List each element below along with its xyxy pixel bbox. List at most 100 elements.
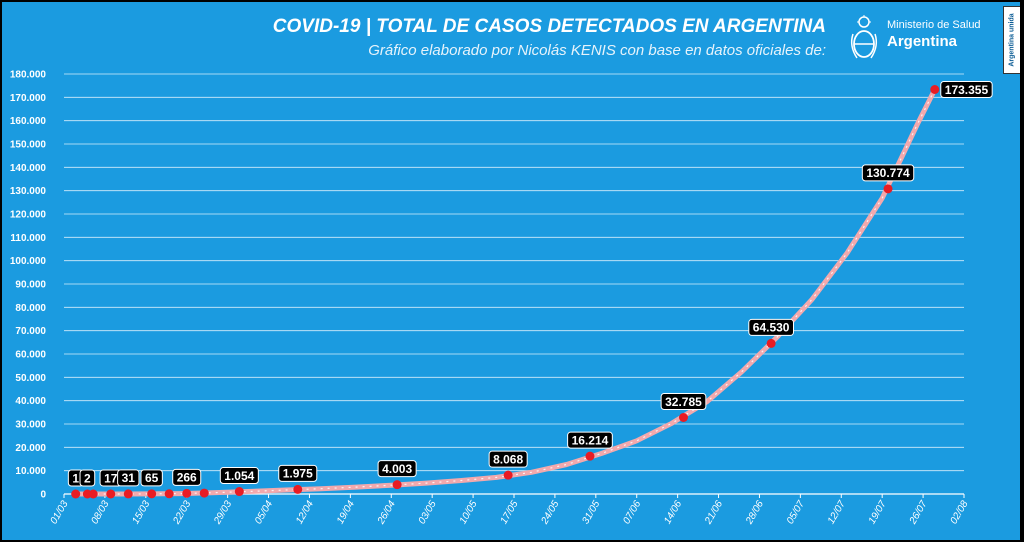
series-dots	[75, 89, 936, 495]
data-label: 266	[172, 468, 202, 486]
coat-of-arms-icon	[850, 15, 878, 59]
country-name: Argentina	[887, 33, 958, 50]
y-tick-label: 160.000	[10, 116, 47, 127]
data-label-box	[660, 393, 707, 411]
y-tick-label: 80.000	[15, 303, 46, 314]
y-tick-label: 130.000	[10, 186, 47, 197]
data-label-box	[79, 469, 96, 487]
data-point	[164, 489, 174, 499]
y-tick-label: 30.000	[15, 420, 46, 431]
data-point	[766, 338, 776, 348]
y-axis-ticks: 0 10.000 20.000 30.000 40.000 50.000 60.000 70.…	[10, 70, 47, 501]
y-tick-label: 0	[40, 490, 46, 501]
data-label-text: 1	[72, 471, 79, 485]
data-label: 17	[99, 469, 122, 487]
data-label-text: 32.785	[665, 395, 702, 409]
data-point	[585, 451, 595, 461]
data-label-box	[117, 469, 140, 487]
data-label-box	[278, 464, 318, 482]
y-tick-label: 90.000	[15, 280, 46, 291]
data-label-text: 266	[177, 471, 197, 485]
data-point	[678, 413, 688, 423]
data-label-text: 1.054	[224, 469, 254, 483]
data-label-box	[377, 460, 417, 478]
data-label-text: 173.355	[945, 83, 989, 97]
data-label-box	[567, 431, 613, 449]
data-point	[930, 85, 940, 95]
x-tick-label: 19/04	[335, 499, 357, 527]
data-label: 173.355	[940, 81, 993, 99]
data-label-box	[219, 467, 259, 485]
x-tick-label: 26/07	[907, 499, 930, 527]
data-point	[182, 488, 192, 498]
data-label-box	[748, 318, 794, 336]
data-label-text: 64.530	[753, 321, 790, 335]
x-tick-label: 31/05	[580, 499, 602, 527]
data-label: 31	[117, 469, 140, 487]
x-tick-label: 22/03	[171, 499, 194, 527]
chart-title: COVID-19 | TOTAL DE CASOS DETECTADOS EN …	[272, 16, 826, 37]
data-label: 1.975	[278, 464, 318, 482]
data-point	[106, 489, 116, 499]
data-label-box	[488, 450, 528, 468]
y-tick-label: 140.000	[10, 163, 47, 174]
data-label-box	[861, 164, 915, 182]
data-point	[199, 488, 209, 498]
data-point	[503, 470, 513, 480]
x-tick-label: 01/03	[49, 499, 71, 527]
x-tick-label: 24/05	[539, 499, 562, 527]
series-line	[75, 88, 938, 497]
x-tick-label: 28/06	[744, 499, 767, 527]
data-label-text: 16.214	[572, 433, 609, 447]
data-label: 32.785	[660, 393, 707, 411]
x-tick-label: 05/07	[785, 499, 807, 527]
x-tick-label: 10/05	[458, 499, 480, 527]
data-point	[71, 489, 81, 499]
data-label: 130.774	[861, 164, 915, 182]
x-tick-label: 07/06	[621, 499, 643, 527]
x-tick-label: 21/06	[703, 499, 726, 527]
ministry-name: Ministerio de Salud	[887, 19, 981, 31]
data-point	[234, 487, 244, 497]
y-tick-label: 40.000	[15, 396, 46, 407]
data-label: 16.214	[567, 431, 613, 449]
x-tick-label: 12/04	[294, 499, 316, 527]
x-tick-label: 12/07	[826, 499, 848, 527]
data-label-text: 31	[122, 471, 136, 485]
y-tick-label: 50.000	[15, 373, 46, 384]
data-label-text: 2	[84, 471, 91, 485]
y-tick-label: 170.000	[10, 93, 47, 104]
data-label-box	[140, 469, 163, 487]
series-path	[75, 88, 938, 497]
x-tick-label: 05/04	[253, 499, 275, 527]
badge-text: Argentina unida	[1008, 13, 1016, 67]
y-tick-label: 120.000	[10, 210, 47, 221]
data-label: 64.530	[748, 318, 794, 336]
x-tick-label: 03/05	[417, 499, 439, 527]
data-point	[123, 489, 133, 499]
x-tick-label: 19/07	[867, 499, 889, 527]
data-point	[88, 489, 98, 499]
data-label: 65	[140, 469, 163, 487]
data-label-box	[172, 468, 202, 486]
y-tick-label: 20.000	[15, 443, 46, 454]
data-label-text: 17	[104, 471, 118, 485]
x-tick-label: 08/03	[89, 499, 111, 527]
x-tick-label: 29/03	[212, 499, 235, 527]
x-axis-ticks: 01/03 08/03 15/03 22/03 29/03 05/04 12/04 19/04…	[49, 494, 971, 527]
data-point	[147, 489, 157, 499]
data-label-box	[940, 81, 993, 99]
y-tick-label: 70.000	[15, 326, 46, 337]
data-point	[392, 480, 402, 490]
data-label: 1.054	[219, 467, 259, 485]
y-tick-label: 10.000	[15, 466, 46, 477]
y-tick-label: 150.000	[10, 140, 47, 151]
x-tick-label: 14/06	[662, 499, 684, 527]
y-tick-label: 110.000	[10, 233, 46, 244]
data-label-text: 130.774	[866, 166, 910, 180]
x-tick-label: 17/05	[499, 499, 521, 527]
data-label-text: 4.003	[382, 462, 412, 476]
data-label: 4.003	[377, 460, 417, 478]
